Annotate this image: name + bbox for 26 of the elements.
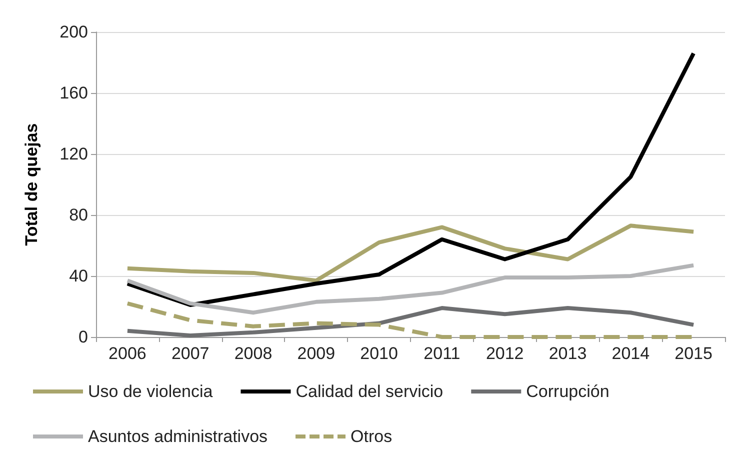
y-tick-label: 120 (60, 144, 88, 164)
legend-label: Calidad del servicio (296, 382, 444, 401)
x-tick-label: 2006 (108, 344, 146, 363)
y-axis-title: Total de quejas (22, 123, 41, 246)
legend-label: Asuntos administrativos (88, 427, 268, 446)
x-tick-label: 2012 (486, 344, 524, 363)
legend-label: Uso de violencia (88, 382, 214, 401)
x-tick-label: 2007 (171, 344, 210, 363)
y-tick-label: 80 (69, 206, 88, 224)
legend-label: Otros (350, 427, 392, 446)
y-tick-label: 0 (78, 328, 88, 346)
x-tick-label: 2013 (548, 344, 587, 363)
x-tick-label: 2010 (360, 344, 398, 363)
x-tick-label: 2008 (234, 344, 272, 363)
x-tick-label: 2014 (612, 344, 650, 363)
line-series (125, 263, 696, 315)
x-tick-label: 2015 (674, 344, 712, 363)
y-tick-label: 160 (60, 84, 88, 102)
x-tick-label: 2011 (424, 344, 460, 363)
line-series (125, 306, 696, 338)
line-series (125, 224, 696, 283)
y-tick-label: 40 (69, 266, 88, 286)
y-tick-label: 200 (60, 22, 88, 42)
line-series (125, 51, 696, 307)
legend-label: Corrupción (526, 382, 610, 401)
x-tick-label: 2009 (297, 344, 336, 363)
